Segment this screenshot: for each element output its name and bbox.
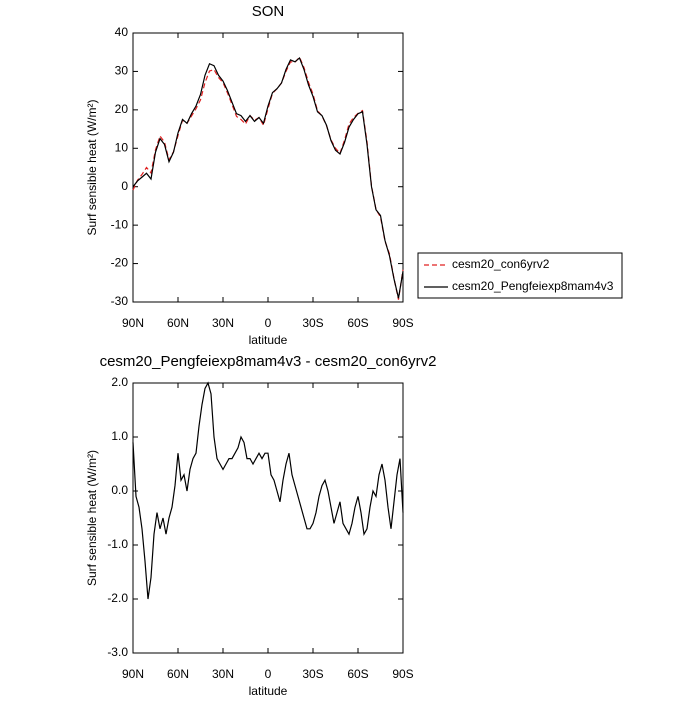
- y-tick-label: -30: [111, 294, 129, 308]
- data-line: [132, 56, 404, 300]
- y-tick-label: -1.0: [107, 537, 128, 551]
- y-tick-label: 2.0: [111, 375, 128, 389]
- x-tick-label: 90N: [122, 316, 144, 330]
- y-tick-label: 20: [115, 102, 129, 116]
- x-tick-label: 0: [265, 667, 272, 681]
- chart-title: SON: [252, 3, 285, 20]
- y-tick-label: -10: [111, 217, 129, 231]
- x-tick-label: 60S: [347, 316, 368, 330]
- x-tick-label: 60N: [167, 316, 189, 330]
- x-tick-label: 30N: [212, 316, 234, 330]
- y-tick-label: -3.0: [107, 645, 128, 659]
- x-tick-label: 0: [265, 316, 272, 330]
- x-tick-label: 30S: [302, 316, 323, 330]
- y-tick-label: 0: [121, 179, 128, 193]
- data-line: [132, 56, 404, 299]
- y-tick-label: 40: [115, 25, 129, 39]
- y-tick-label: 0.0: [111, 483, 128, 497]
- x-tick-label: 90N: [122, 667, 144, 681]
- x-tick-label: 60N: [167, 667, 189, 681]
- data-line: [132, 381, 404, 600]
- legend-label: cesm20_Pengfeiexp8mam4v3: [452, 279, 614, 293]
- x-tick-label: 30N: [212, 667, 234, 681]
- y-tick-label: 1.0: [111, 429, 128, 443]
- y-axis-label: Surf sensible heat (W/m²): [85, 450, 99, 586]
- x-tick-label: 30S: [302, 667, 323, 681]
- x-tick-label: 90S: [392, 667, 413, 681]
- y-tick-label: 10: [115, 140, 129, 154]
- y-tick-label: -2.0: [107, 591, 128, 605]
- x-axis-label: latitude: [249, 333, 288, 347]
- y-tick-label: 30: [115, 64, 129, 78]
- y-tick-label: -20: [111, 256, 129, 270]
- plot-frame: [132, 32, 404, 303]
- chart-title: cesm20_Pengfeiexp8mam4v3 - cesm20_con6yr…: [100, 353, 437, 370]
- x-tick-label: 60S: [347, 667, 368, 681]
- y-axis-label: Surf sensible heat (W/m²): [85, 99, 99, 235]
- plot-frame: [132, 382, 404, 654]
- x-axis-label: latitude: [249, 684, 288, 698]
- legend-box: [417, 252, 623, 299]
- x-tick-label: 90S: [392, 316, 413, 330]
- legend-label: cesm20_con6yrv2: [452, 257, 550, 271]
